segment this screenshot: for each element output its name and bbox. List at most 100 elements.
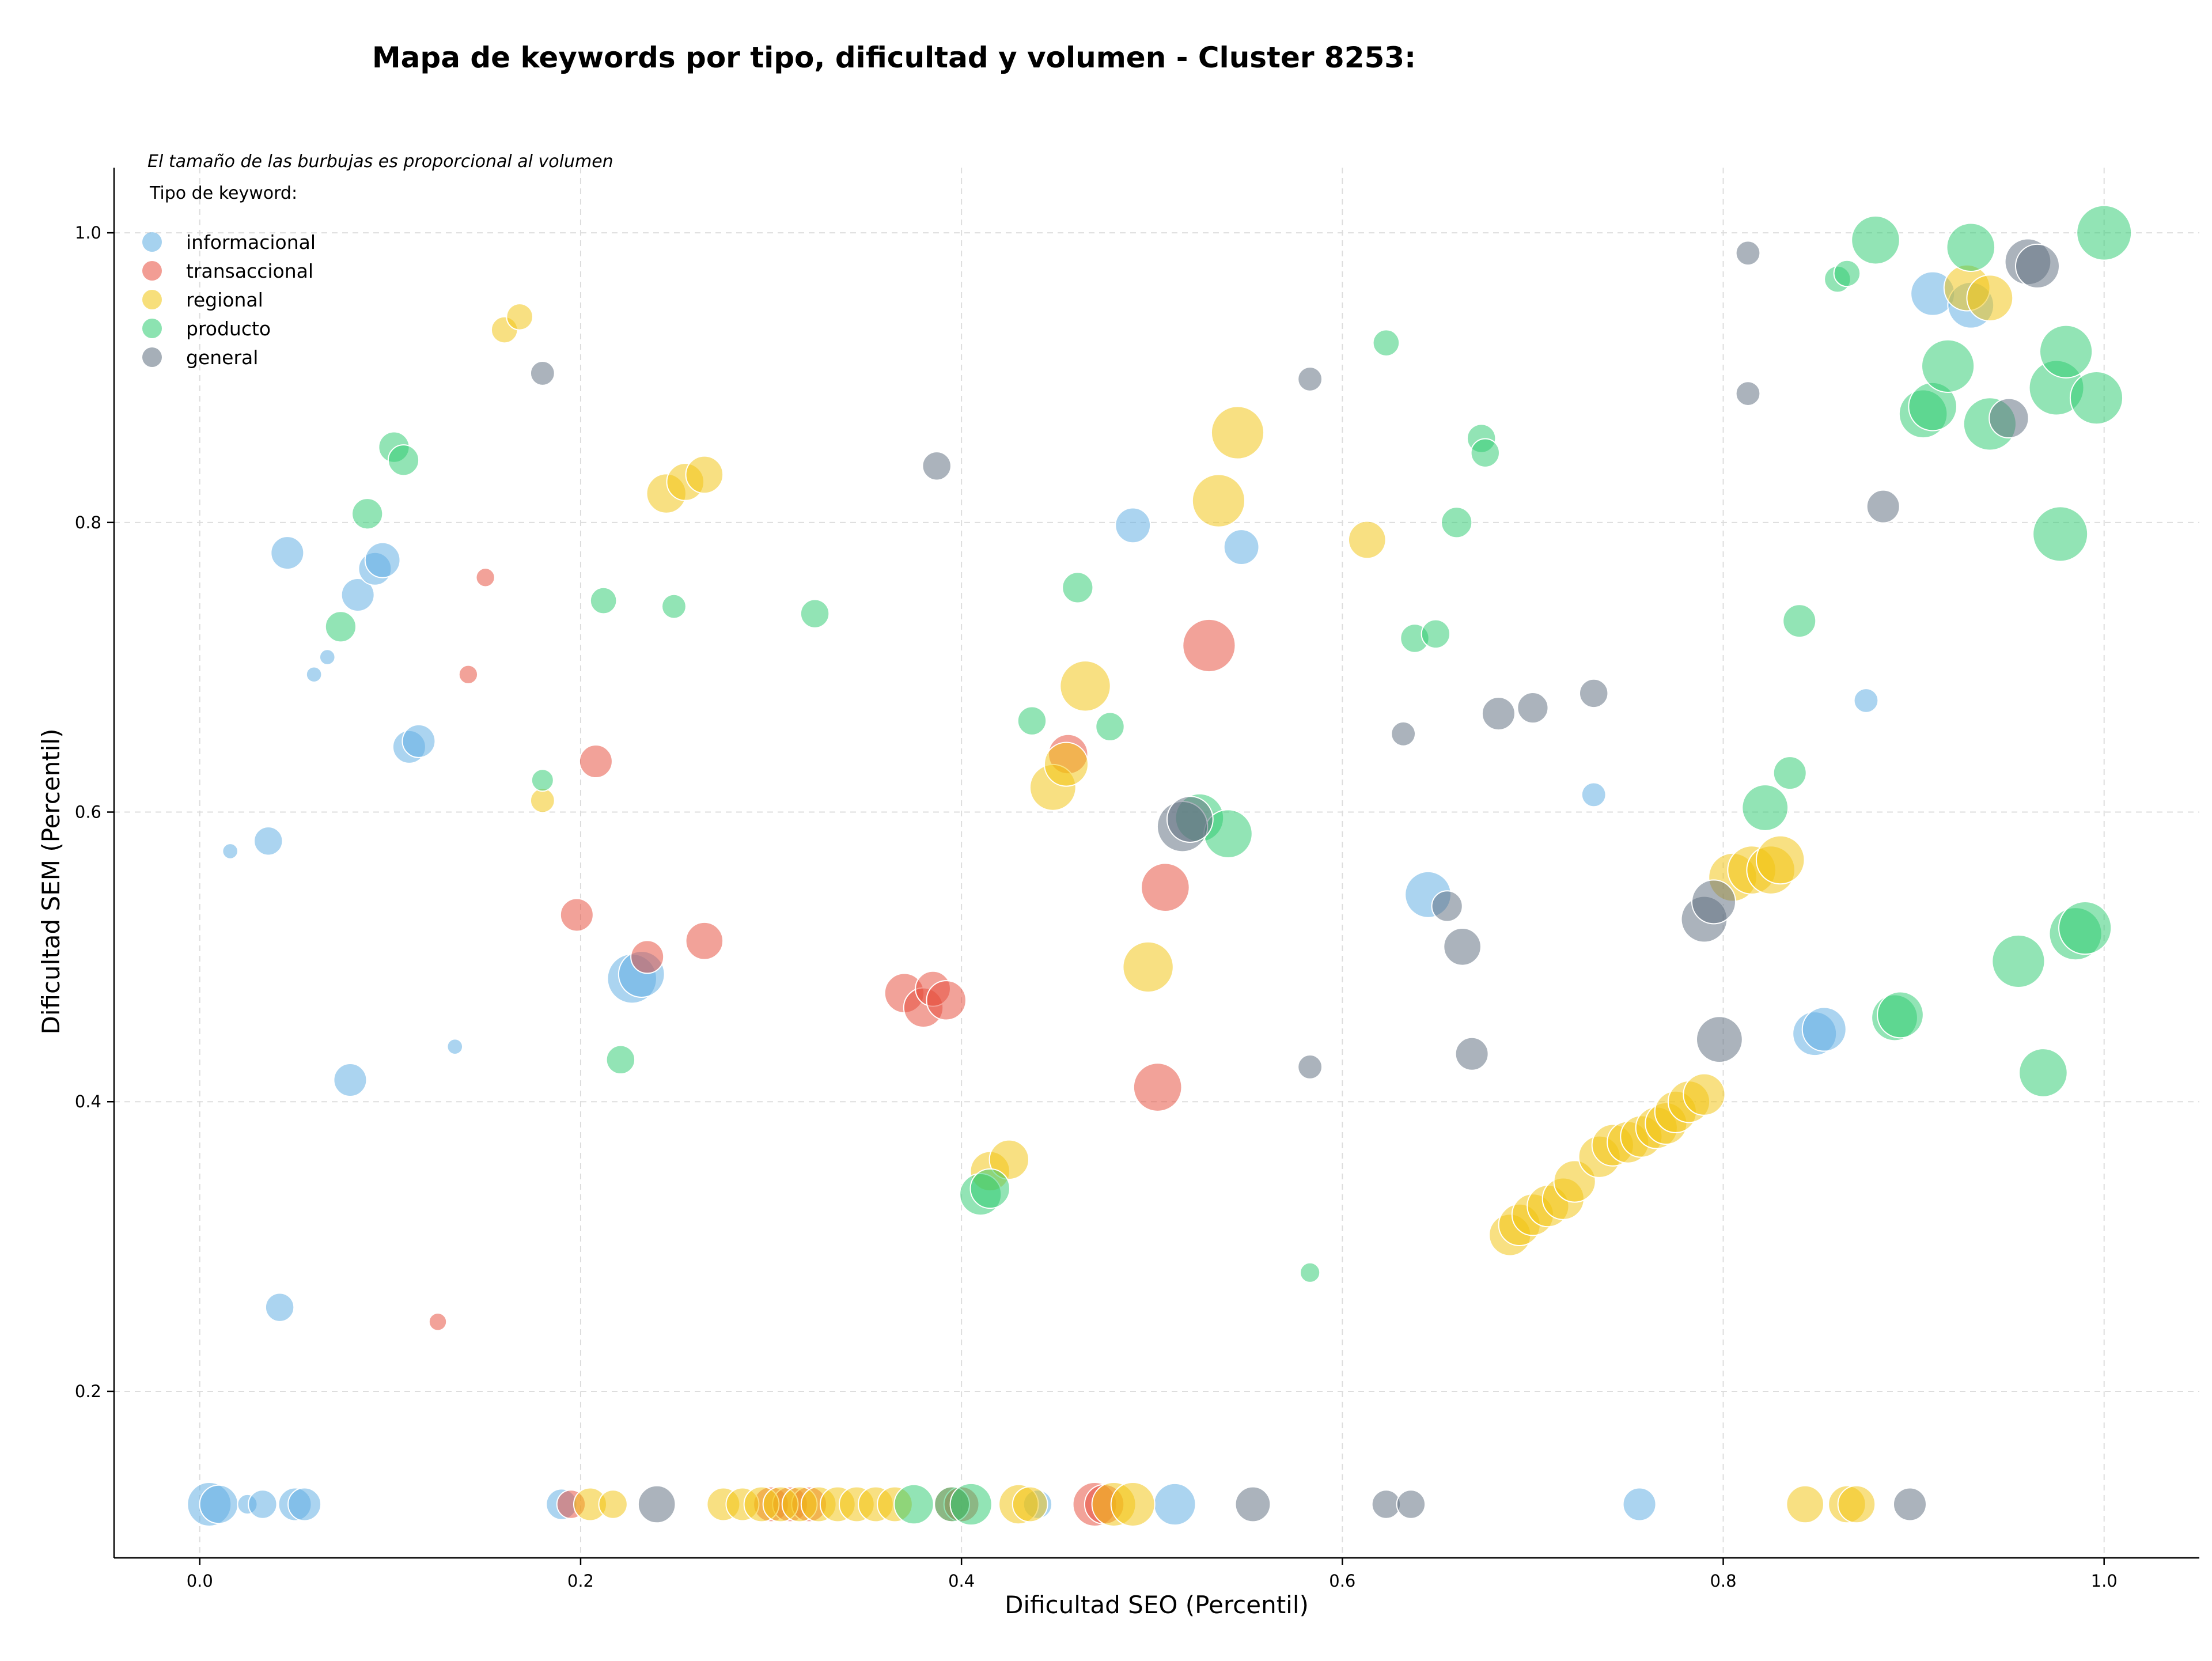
transaccional-bubble <box>1141 862 1190 913</box>
producto-bubble <box>2018 1048 2068 1098</box>
x-tick-label: 0.8 <box>1710 1571 1736 1591</box>
general-bubble <box>529 361 555 386</box>
informacional-bubble <box>1581 782 1607 808</box>
producto-bubble <box>2069 371 2124 425</box>
transaccional-legend-label: transaccional <box>186 260 313 282</box>
producto-bubble <box>1372 329 1400 357</box>
general-bubble <box>1517 691 1549 724</box>
regional-legend-label: regional <box>186 289 263 311</box>
producto-bubble <box>1921 339 1975 393</box>
regional-bubble <box>1683 1073 1726 1116</box>
producto-bubble <box>661 593 687 619</box>
legend-title: Tipo de keyword: <box>149 183 297 203</box>
informacional-bubble <box>319 649 336 665</box>
general-bubble <box>1691 879 1736 925</box>
y-tick-label: 0.2 <box>75 1382 101 1401</box>
producto-legend-label: producto <box>186 317 271 340</box>
producto-bubble <box>1782 604 1817 638</box>
producto-bubble <box>351 498 384 530</box>
informacional-bubble <box>364 542 401 578</box>
transaccional-bubble <box>458 664 479 684</box>
regional-bubble <box>1122 941 1174 993</box>
informacional-bubble <box>340 577 375 612</box>
general-bubble <box>1481 697 1516 731</box>
general-bubble <box>1396 1489 1426 1519</box>
producto-bubble <box>1421 619 1451 649</box>
x-axis-label: Dificultad SEO (Percentil) <box>1005 1591 1309 1619</box>
regional-bubble <box>1755 835 1805 885</box>
producto-bubble <box>1300 1262 1321 1283</box>
producto-bubble <box>949 1482 993 1526</box>
producto-bubble <box>2076 205 2133 261</box>
transaccional-bubble <box>578 744 613 779</box>
y-axis-label: Dificultad SEM (Percentil) <box>37 729 65 1035</box>
general-bubble <box>1696 1016 1743 1064</box>
transaccional-bubble <box>1132 1062 1183 1112</box>
regional-bubble <box>1059 660 1111 712</box>
regional-bubble <box>1043 741 1089 787</box>
producto-bubble <box>1833 259 1861 287</box>
regional-bubble <box>1110 1481 1156 1527</box>
y-tick-label: 0.8 <box>75 513 101 532</box>
producto-bubble <box>605 1045 636 1075</box>
regional-bubble <box>1191 474 1246 528</box>
producto-bubble <box>893 1484 934 1525</box>
informacional-legend-marker <box>142 232 162 252</box>
general-bubble <box>1735 381 1761 407</box>
producto-bubble <box>589 587 618 615</box>
general-bubble <box>1431 890 1463 922</box>
x-tick-label: 0.4 <box>948 1571 975 1591</box>
regional-bubble <box>1837 1485 1876 1524</box>
producto-legend-marker <box>142 319 162 338</box>
informacional-bubble <box>1622 1487 1657 1522</box>
informacional-bubble <box>270 536 305 570</box>
general-legend-marker <box>142 347 162 367</box>
grid <box>114 168 2199 1558</box>
informacional-bubble <box>199 1484 239 1524</box>
regional-bubble <box>685 455 724 494</box>
regional-bubble <box>598 1489 628 1519</box>
informacional-bubble <box>264 1292 295 1322</box>
producto-bubble <box>1991 934 2046 989</box>
general-bubble <box>1297 366 1323 392</box>
general-bubble <box>1391 721 1416 747</box>
general-bubble <box>1455 1036 1489 1071</box>
general-bubble <box>1297 1054 1323 1080</box>
regional-bubble <box>506 303 533 331</box>
general-bubble <box>1166 796 1214 843</box>
informacional-bubble <box>253 826 283 856</box>
producto-bubble <box>800 599 830 629</box>
informacional-bubble <box>1801 1007 1847 1052</box>
regional-bubble <box>529 788 555 814</box>
general-bubble <box>1579 678 1609 709</box>
x-tick-label: 1.0 <box>2091 1571 2118 1591</box>
regional-bubble <box>1786 1485 1824 1524</box>
producto-bubble <box>531 769 554 792</box>
general-bubble <box>637 1485 676 1524</box>
producto-bubble <box>2058 901 2112 955</box>
regional-bubble <box>1966 274 2014 322</box>
general-bubble <box>1866 489 1900 524</box>
x-tick-label: 0.0 <box>187 1571 213 1591</box>
general-legend-label: general <box>186 346 258 369</box>
producto-bubble <box>1877 991 1924 1039</box>
general-bubble <box>1988 398 2029 439</box>
informacional-bubble <box>402 724 436 758</box>
producto-bubble <box>1470 438 1500 468</box>
producto-bubble <box>1772 756 1807 790</box>
regional-legend-marker <box>142 290 162 309</box>
producto-bubble <box>1946 222 1996 273</box>
general-bubble <box>1735 240 1761 266</box>
informacional-legend-label: informacional <box>186 231 316 253</box>
y-tick-label: 0.6 <box>75 803 101 822</box>
producto-bubble <box>387 444 420 476</box>
regional-bubble <box>1348 520 1387 559</box>
bubbles <box>187 205 2133 1527</box>
producto-bubble <box>1741 784 1789 831</box>
general-bubble <box>1443 927 1482 966</box>
transaccional-bubble <box>630 940 665 974</box>
informacional-bubble <box>222 843 238 860</box>
informacional-bubble <box>248 1489 278 1519</box>
producto-bubble <box>324 611 357 643</box>
